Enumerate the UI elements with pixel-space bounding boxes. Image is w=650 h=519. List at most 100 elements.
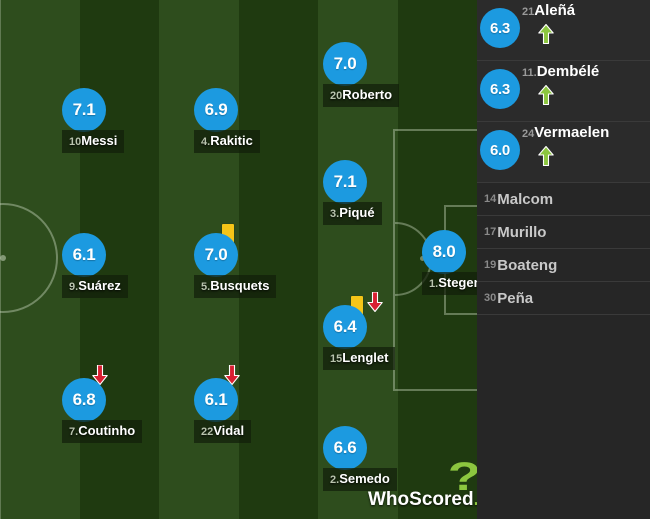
player-surname: Busquets: [210, 278, 270, 293]
player-surname: Vermaelen: [534, 124, 610, 141]
player-rating-badge[interactable]: 6.0: [480, 130, 520, 170]
player-name-label: 7.Coutinho: [62, 420, 143, 443]
player-rating-badge[interactable]: 7.1: [62, 88, 106, 132]
player-shirt-number: 17: [484, 226, 497, 238]
player-token[interactable]: 6.1 22Vidal: [194, 364, 252, 443]
player-rating-badge[interactable]: 6.9: [194, 88, 238, 132]
player-token[interactable]: 6.4 15Lenglet: [323, 291, 396, 370]
player-shirt-number: 22: [201, 426, 214, 438]
player-token[interactable]: 6.6 2.Semedo: [323, 426, 397, 491]
player-name-label: 1.Stegen: [422, 272, 477, 295]
player-shirt-number: 14: [484, 193, 497, 205]
player-surname: Dembélé: [536, 63, 600, 80]
player-surname: Piqué: [339, 205, 375, 220]
pitch-stripe: [238, 0, 319, 519]
player-rating-badge[interactable]: 7.0: [323, 42, 367, 86]
player-rating-badge[interactable]: 7.0: [194, 233, 238, 277]
player-surname: Messi: [81, 133, 118, 148]
player-token[interactable]: 6.9 4.Rakitic: [194, 88, 260, 153]
player-surname: Malcom: [497, 190, 554, 208]
player-token[interactable]: 7.1 10Messi: [62, 88, 125, 153]
player-token[interactable]: 7.0 5.Busquets: [194, 224, 277, 298]
player-rating-badge[interactable]: 6.1: [194, 378, 238, 422]
player-surname: Stegen: [438, 275, 477, 290]
player-shirt-number: 15: [330, 353, 343, 365]
player-rating-badge[interactable]: 7.1: [323, 160, 367, 204]
player-token[interactable]: 7.1 3.Piqué: [323, 160, 382, 225]
player-surname: Murillo: [497, 223, 547, 241]
player-rating-badge[interactable]: 6.3: [480, 69, 520, 109]
substitute-row[interactable]: 6.3 11.Dembélé: [477, 61, 650, 122]
logo-text-dot: .: [474, 489, 477, 510]
substitutes-used-list: 6.3 21Aleñá 6.3 11.Dembélé 6.0 24Vermaelen: [477, 0, 650, 183]
penalty-box-marking: [393, 129, 477, 391]
substitute-row[interactable]: 6.0 24Vermaelen: [477, 122, 650, 183]
player-name-label: 11.Dembélé: [522, 63, 599, 81]
player-shirt-number: 24: [522, 128, 535, 140]
player-name-label: 5.Busquets: [194, 275, 277, 298]
logo-text-who: Who: [368, 489, 410, 510]
player-shirt-number: 5.: [201, 281, 211, 293]
player-shirt-number: 10: [69, 136, 82, 148]
player-rating-badge[interactable]: 6.6: [323, 426, 367, 470]
substituted-off-arrow-icon: [92, 364, 108, 386]
player-surname: Suárez: [78, 278, 121, 293]
substituted-on-arrow-icon: [538, 84, 554, 106]
player-rating-badge[interactable]: 6.1: [62, 233, 106, 277]
player-surname: Aleñá: [534, 2, 576, 19]
player-shirt-number: 4.: [201, 136, 211, 148]
player-token[interactable]: 6.8 7.Coutinho: [62, 364, 143, 443]
player-token[interactable]: 6.1 9.Suárez: [62, 233, 128, 298]
substituted-off-arrow-icon: [224, 364, 240, 386]
player-shirt-number: 7.: [69, 426, 79, 438]
substituted-on-arrow-icon: [538, 23, 554, 45]
logo-text-scored: Scored: [409, 489, 474, 510]
player-surname: Coutinho: [78, 423, 136, 438]
player-name-label: 4.Rakitic: [194, 130, 260, 153]
player-name-label: 20Roberto: [323, 84, 400, 107]
player-shirt-number: 3.: [330, 208, 340, 220]
substitutes-unused-list: 14 Malcom 17 Murillo 19 Boateng 30 Peña: [477, 183, 650, 315]
player-name-label: 24Vermaelen: [522, 124, 609, 142]
player-surname: Boateng: [497, 256, 558, 274]
player-surname: Roberto: [342, 87, 393, 102]
player-surname: Lenglet: [342, 350, 389, 365]
player-surname: Rakitic: [210, 133, 253, 148]
unused-substitute-row[interactable]: 14 Malcom: [477, 183, 650, 216]
player-name-label: 3.Piqué: [323, 202, 382, 225]
player-name-label: 9.Suárez: [62, 275, 128, 298]
player-shirt-number: 9.: [69, 281, 79, 293]
whoscored-logo: ? WhoScored.com: [368, 457, 477, 513]
player-surname: Peña: [497, 289, 534, 307]
player-shirt-number: 11.: [522, 67, 537, 79]
player-token[interactable]: 8.01.Stegen: [422, 230, 477, 295]
football-pitch: 8.01.Stegen6.62.Semedo6.415Lenglet7.13.P…: [0, 0, 477, 519]
whoscored-question-mark-icon: ?: [447, 455, 477, 499]
player-rating-badge[interactable]: 8.0: [422, 230, 466, 274]
player-surname: Semedo: [339, 471, 390, 486]
player-shirt-number: 19: [484, 259, 497, 271]
player-shirt-number: 20: [330, 90, 343, 102]
player-name-label: 22Vidal: [194, 420, 252, 443]
player-name-label: 21Aleñá: [522, 2, 575, 20]
unused-substitute-row[interactable]: 30 Peña: [477, 282, 650, 315]
player-shirt-number: 1.: [429, 278, 439, 290]
substituted-on-arrow-icon: [538, 145, 554, 167]
centre-spot-marking: [0, 255, 6, 261]
substitute-row[interactable]: 6.3 21Aleñá: [477, 0, 650, 61]
unused-substitute-row[interactable]: 19 Boateng: [477, 249, 650, 282]
player-shirt-number: 21: [522, 6, 535, 18]
player-name-label: 2.Semedo: [323, 468, 397, 491]
player-rating-badge[interactable]: 6.3: [480, 8, 520, 48]
player-rating-badge[interactable]: 6.8: [62, 378, 106, 422]
player-name-label: 15Lenglet: [323, 347, 396, 370]
player-rating-badge[interactable]: 6.4: [323, 305, 367, 349]
player-shirt-number: 30: [484, 292, 497, 304]
player-token[interactable]: 7.0 20Roberto: [323, 42, 400, 107]
substituted-off-arrow-icon: [367, 291, 383, 313]
whoscored-wordmark: WhoScored.com: [368, 489, 477, 511]
unused-substitute-row[interactable]: 17 Murillo: [477, 216, 650, 249]
player-surname: Vidal: [213, 423, 245, 438]
player-name-label: 10Messi: [62, 130, 125, 153]
